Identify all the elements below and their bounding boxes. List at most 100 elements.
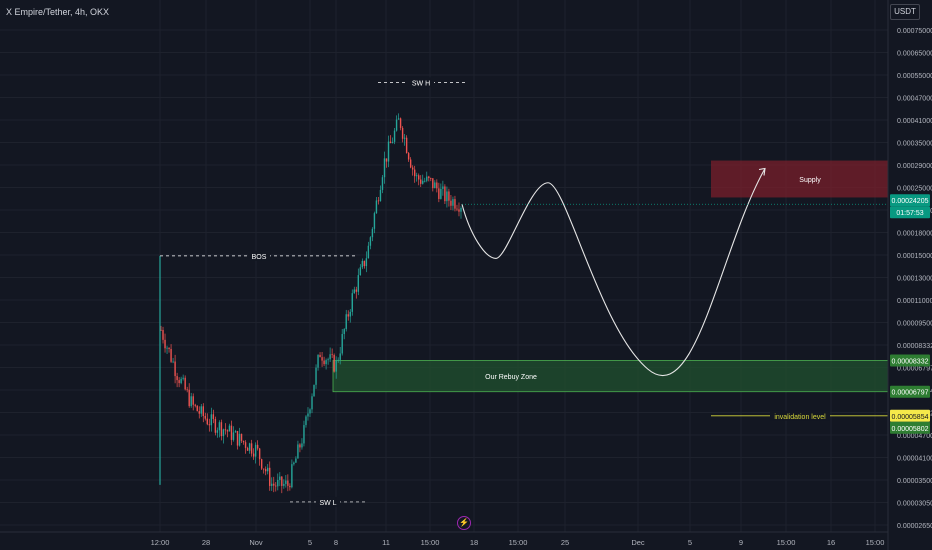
candle-body <box>403 137 406 139</box>
candle-body <box>369 237 372 246</box>
candle-body <box>335 360 337 372</box>
candle-body <box>355 289 358 292</box>
candle-body <box>432 178 434 189</box>
candle-body <box>353 289 355 294</box>
y-tick-label: 0.00041000 <box>897 118 932 125</box>
candle-body <box>222 429 225 437</box>
candle-body <box>377 200 380 202</box>
y-tick-label: 0.00009500 <box>897 321 932 328</box>
candle-body <box>446 191 448 202</box>
candle-body <box>224 429 227 431</box>
rebuy-bottom-tag-bg <box>890 385 930 398</box>
symbol-title[interactable]: X Empire/Tether, 4h, OKX <box>6 7 110 17</box>
candle-body <box>325 360 327 365</box>
annotation-layer: BOS SW H SW L invalidation level <box>160 77 888 507</box>
y-tick-label: 0.00018000 <box>897 231 932 238</box>
candle-body <box>323 360 325 365</box>
candle-body <box>313 384 315 397</box>
candle-body <box>315 367 317 385</box>
y-tick-label: 0.00047000 <box>897 96 932 103</box>
x-tick-label: 12:00 <box>151 538 170 547</box>
bos-label: BOS <box>252 254 267 261</box>
candle-body <box>248 443 251 451</box>
candle-body <box>450 200 452 206</box>
x-tick-label: 5 <box>688 538 692 547</box>
candle-body <box>186 389 188 391</box>
x-tick-label: 18 <box>470 538 478 547</box>
sw-high-label: SW H <box>412 80 430 87</box>
flash-icon[interactable]: ⚡ <box>457 516 471 530</box>
candle-body <box>458 209 460 212</box>
candle-body <box>254 444 257 457</box>
y-tick-label: 0.00029000 <box>897 163 932 170</box>
currency-selector[interactable]: USDT <box>890 4 920 20</box>
candle-body <box>460 207 462 212</box>
candle-body <box>411 167 414 170</box>
rebuy-label: Our Rebuy Zone <box>485 374 537 381</box>
candle-body <box>438 188 440 199</box>
candle-body <box>252 453 255 457</box>
y-tick-label: 0.00002650 <box>897 523 932 530</box>
candle-body <box>422 180 424 184</box>
candle-body <box>192 396 194 405</box>
supply-zone <box>711 160 888 198</box>
rebuy-top-tag-bg <box>890 354 930 367</box>
candle-body <box>240 433 243 441</box>
y-tick-label: 0.00035000 <box>897 141 932 148</box>
candle-body <box>347 314 349 317</box>
candle-body <box>297 444 299 459</box>
candle-body <box>303 425 305 444</box>
x-tick-label: 15:00 <box>509 538 528 547</box>
x-tick-label: 15:00 <box>777 538 796 547</box>
y-tick-label: 0.00075000 <box>897 28 932 35</box>
candle-body <box>238 433 241 446</box>
candle-body <box>206 418 209 425</box>
candle-body <box>198 411 200 414</box>
candle-body <box>371 228 374 238</box>
candle-body <box>200 406 202 414</box>
rebuy-zone <box>332 360 889 393</box>
zone-layer: Supply Our Rebuy Zone <box>332 160 889 393</box>
candle-body <box>401 127 404 139</box>
candle-body <box>333 354 335 372</box>
x-tick-label: 9 <box>739 538 743 547</box>
y-tick-label: 0.00003500 <box>897 478 932 485</box>
candle-body <box>365 258 368 267</box>
candle-body <box>345 314 347 330</box>
candle-body <box>289 485 291 488</box>
x-tick-label: 28 <box>202 538 210 547</box>
projection-arrowhead <box>758 167 766 176</box>
candle-body <box>164 339 166 349</box>
countdown-tag: 01:57:53 <box>896 210 923 217</box>
candle-body <box>319 354 321 358</box>
candle-body <box>228 425 231 432</box>
x-tick-label: 15:00 <box>421 538 440 547</box>
sw-low-label-bg <box>316 496 340 507</box>
candle-body <box>176 376 178 381</box>
candle-body <box>409 159 412 168</box>
current-price-tag-bg <box>890 194 930 207</box>
x-tick-label: 25 <box>561 538 569 547</box>
candle-body <box>442 186 444 189</box>
candle-body <box>236 431 239 446</box>
candle-body <box>202 406 204 416</box>
candle-body <box>212 414 215 419</box>
candle-body <box>452 199 454 206</box>
candle-body <box>339 353 341 360</box>
candle-body <box>307 413 309 417</box>
candle-body <box>178 380 180 384</box>
y-tick-label: 0.00015000 <box>897 253 932 260</box>
candle-body <box>349 311 351 317</box>
candle-body <box>230 425 233 440</box>
candle-body <box>420 179 422 184</box>
candle-body <box>283 483 285 486</box>
candle-body <box>444 186 446 202</box>
candle-body <box>389 141 392 144</box>
candle-body <box>385 158 388 162</box>
candle-body <box>381 177 384 190</box>
candle-body <box>279 476 281 480</box>
candle-body <box>216 430 219 433</box>
candle-body <box>194 404 196 406</box>
candle-body <box>341 334 343 354</box>
